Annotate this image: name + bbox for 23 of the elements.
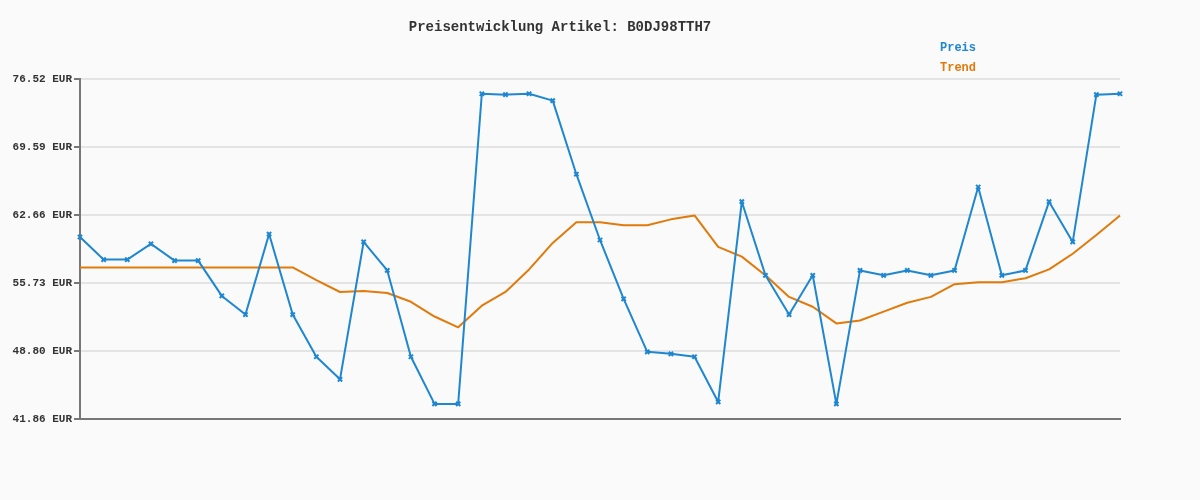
y-tick-label: 55.73 EUR xyxy=(12,276,73,289)
point xyxy=(927,272,935,279)
point xyxy=(147,240,155,248)
point xyxy=(525,90,533,97)
y-tick-label: 48.80 EUR xyxy=(12,344,73,357)
point xyxy=(455,400,462,408)
point xyxy=(715,398,722,406)
point xyxy=(667,350,675,357)
point xyxy=(644,348,651,355)
point xyxy=(407,353,415,360)
y-tick-label: 69.59 EUR xyxy=(12,140,73,153)
point xyxy=(265,230,273,238)
chart-title: Preisentwicklung Artikel: B0DJ98TTH7 xyxy=(408,18,712,35)
point xyxy=(975,183,982,191)
text: Preis xyxy=(940,40,977,57)
y-tick-label: 41.86 EUR xyxy=(12,412,73,425)
point xyxy=(1069,238,1076,246)
point xyxy=(218,292,225,300)
y-tick-label: 62.66 EUR xyxy=(12,208,73,221)
point xyxy=(1045,198,1053,205)
point xyxy=(596,236,604,244)
text: Trend xyxy=(940,60,977,77)
y-tick-label: 76.52 EUR xyxy=(12,72,73,85)
